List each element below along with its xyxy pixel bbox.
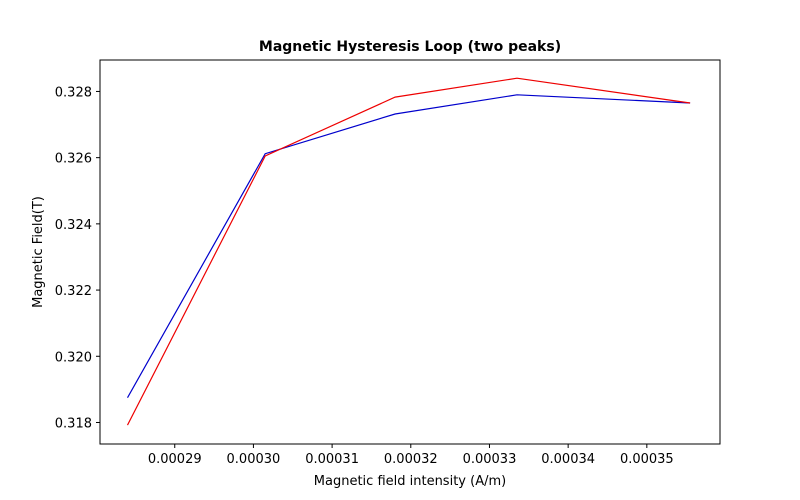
- x-axis: 0.00029 0.00030 0.00031 0.00032 0.00033 0.000…: [148, 444, 674, 467]
- x-tick-label: 0.00032: [384, 452, 438, 467]
- series-line-1: [126, 94, 691, 398]
- chart-title: Magnetic Hysteresis Loop (two peaks): [259, 39, 561, 55]
- series-group: [126, 77, 691, 426]
- series-line-2: [126, 77, 691, 426]
- x-tick-label: 0.00029: [148, 452, 202, 467]
- x-tick-label: 0.00034: [541, 452, 595, 467]
- y-tick-label: 0.320: [55, 350, 92, 365]
- y-tick-label: 0.326: [55, 152, 92, 167]
- x-tick-label: 0.00033: [463, 452, 517, 467]
- y-tick-label: 0.324: [55, 218, 92, 233]
- y-axis-label: Magnetic Field(T): [31, 196, 46, 308]
- y-tick-label: 0.328: [55, 85, 92, 100]
- x-tick-label: 0.00035: [620, 452, 674, 467]
- x-tick-label: 0.00030: [227, 452, 281, 467]
- x-tick-label: 0.00031: [305, 452, 359, 467]
- x-axis-label: Magnetic field intensity (A/m): [314, 474, 506, 489]
- plot-area: [99, 59, 721, 445]
- y-tick-label: 0.322: [55, 284, 92, 299]
- y-axis: 0.318 0.320 0.322 0.324 0.326 0.328: [55, 85, 100, 431]
- y-tick-label: 0.318: [55, 416, 92, 431]
